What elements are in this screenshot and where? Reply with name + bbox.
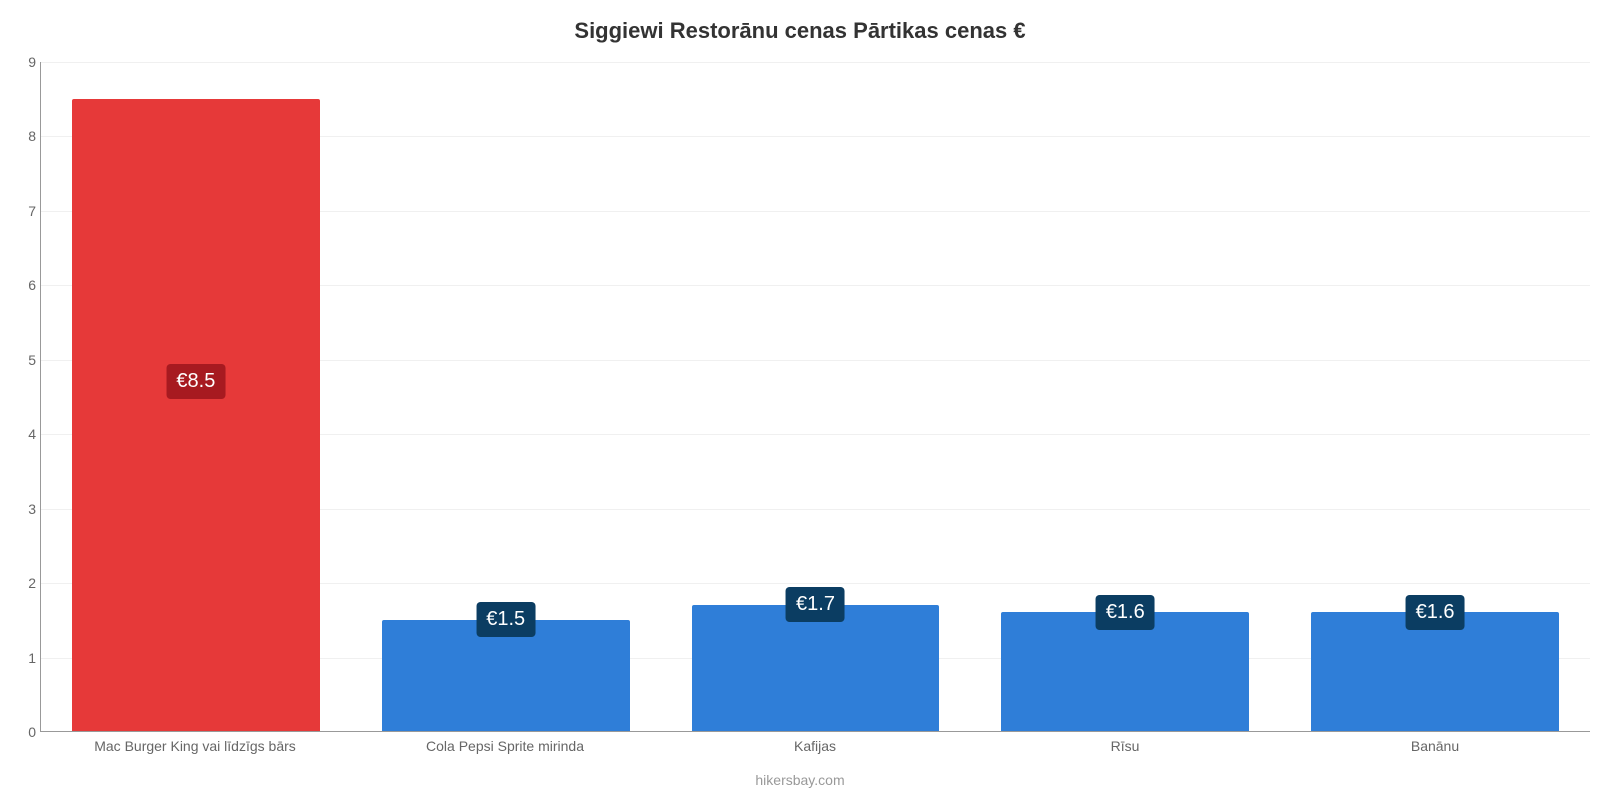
value-badge: €1.6 — [1096, 595, 1155, 630]
x-axis-label: Mac Burger King vai līdzīgs bārs — [40, 738, 350, 754]
y-tick-label: 9 — [28, 54, 36, 70]
x-axis-label: Rīsu — [970, 738, 1280, 754]
bar — [1311, 612, 1559, 731]
y-tick-label: 6 — [28, 277, 36, 293]
credit-text: hikersbay.com — [0, 772, 1600, 788]
x-axis-label: Cola Pepsi Sprite mirinda — [350, 738, 660, 754]
chart-title: Siggiewi Restorānu cenas Pārtikas cenas … — [0, 18, 1600, 44]
y-tick-label: 8 — [28, 128, 36, 144]
bars-container: €8.5 €1.5 €1.7 €1.6 €1.6 — [41, 62, 1590, 731]
bar-slot: €1.5 — [351, 62, 661, 731]
x-axis-label: Kafijas — [660, 738, 970, 754]
y-tick-label: 2 — [28, 575, 36, 591]
y-tick-label: 5 — [28, 352, 36, 368]
bar-slot: €1.7 — [661, 62, 971, 731]
price-bar-chart: Siggiewi Restorānu cenas Pārtikas cenas … — [0, 0, 1600, 800]
y-tick-label: 3 — [28, 501, 36, 517]
value-badge: €1.7 — [786, 587, 845, 622]
y-tick-label: 1 — [28, 650, 36, 666]
bar — [692, 605, 940, 731]
bar-slot: €1.6 — [970, 62, 1280, 731]
value-badge: €1.6 — [1406, 595, 1465, 630]
bar-slot: €8.5 — [41, 62, 351, 731]
value-badge: €8.5 — [166, 364, 225, 399]
y-tick-label: 0 — [28, 724, 36, 740]
value-badge: €1.5 — [476, 602, 535, 637]
y-tick-label: 4 — [28, 426, 36, 442]
x-axis-labels: Mac Burger King vai līdzīgs bārsCola Pep… — [40, 738, 1590, 754]
y-tick-label: 7 — [28, 203, 36, 219]
x-axis-label: Banānu — [1280, 738, 1590, 754]
bar — [1001, 612, 1249, 731]
bar — [72, 99, 320, 731]
plot-area: €8.5 €1.5 €1.7 €1.6 €1.6 — [40, 62, 1590, 732]
bar-slot: €1.6 — [1280, 62, 1590, 731]
